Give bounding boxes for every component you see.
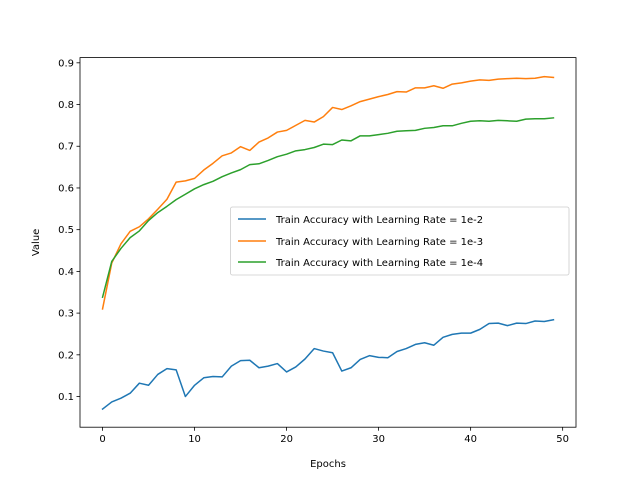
x-tick-label: 30	[372, 434, 385, 445]
legend-box	[230, 206, 570, 276]
x-tick-label: 20	[280, 434, 293, 445]
y-axis-label: Value	[31, 229, 42, 256]
y-tick-label: 0.1	[58, 392, 74, 403]
y-tick-label: 0.8	[58, 100, 74, 111]
y-tick-label: 0.9	[58, 58, 74, 69]
x-tick-label: 40	[464, 434, 477, 445]
series-layer	[101, 75, 555, 411]
tick-layer: 0 10 20 30 40 50 0.1 0.2 0.3 0.4 0.5 0.6 0.7 0.8 0.9	[58, 58, 569, 445]
plot-frame	[79, 57, 577, 428]
y-tick-label: 0.3	[58, 309, 74, 320]
series-line-0	[101, 318, 555, 411]
legend-label-1e-3: Train Accuracy with Learning Rate = 1e-3	[275, 237, 483, 248]
y-tick-label: 0.2	[58, 350, 74, 361]
y-tick-label: 0.6	[58, 183, 74, 194]
series-line-1	[101, 75, 555, 310]
x-tick-label: 50	[556, 434, 569, 445]
y-tick-label: 0.7	[58, 142, 74, 153]
x-tick-label: 0	[99, 434, 105, 445]
legend-label-1e-4: Train Accuracy with Learning Rate = 1e-4	[275, 258, 483, 269]
series-line-2	[101, 117, 555, 299]
y-tick-label: 0.5	[58, 225, 74, 236]
x-axis-label: Epochs	[310, 459, 346, 470]
x-tick-label: 10	[188, 434, 201, 445]
y-tick-label: 0.4	[58, 267, 74, 278]
legend-label-1e-2: Train Accuracy with Learning Rate = 1e-2	[275, 215, 483, 226]
legend: Train Accuracy with Learning Rate = 1e-2…	[230, 206, 570, 276]
